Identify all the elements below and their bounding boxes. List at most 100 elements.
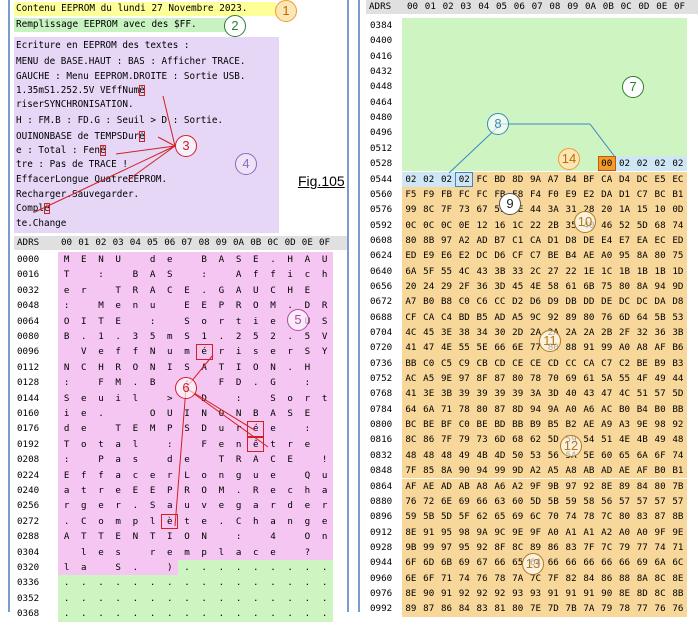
row-address: 0080 xyxy=(17,331,40,342)
row-address: 0128 xyxy=(17,377,40,389)
ascii-cell xyxy=(58,544,76,560)
ascii-cell: a xyxy=(109,436,127,453)
ascii-cell: n xyxy=(126,298,144,314)
ascii-cell: . xyxy=(178,590,196,607)
ascii-cell xyxy=(247,529,265,545)
hex-cell: D1 xyxy=(615,186,634,203)
ascii-cell: ) xyxy=(161,560,179,576)
ascii-cell: O xyxy=(144,406,162,422)
row-address: 0496 xyxy=(370,127,393,139)
text-line: 1.35mS1.252.5V VEffNumé xyxy=(16,85,145,96)
hex-cell: 8A xyxy=(633,248,652,264)
ascii-cell xyxy=(281,544,299,560)
ascii-cell: e xyxy=(212,436,230,453)
row-address: 0176 xyxy=(17,423,40,435)
ascii-cell: C xyxy=(264,282,282,299)
ascii-cell xyxy=(298,452,316,468)
column-header: 0A xyxy=(233,237,245,248)
ascii-cell: I xyxy=(178,406,196,422)
hex-cell: 73 xyxy=(455,202,474,218)
ascii-cell: o xyxy=(195,313,213,329)
ascii-cell: T xyxy=(109,282,127,299)
ascii-cell: U xyxy=(247,282,265,299)
ascii-cell: e xyxy=(75,390,93,406)
hex-cell: FC xyxy=(473,186,491,203)
ascii-cell: T xyxy=(212,359,230,376)
hex-cell: 24 xyxy=(419,278,438,295)
column-header: 00 xyxy=(61,237,73,248)
ascii-cell: M xyxy=(92,298,110,314)
row-address: 0192 xyxy=(17,438,40,450)
hex-cell: 46 xyxy=(597,217,616,233)
ascii-cell: D xyxy=(195,421,213,437)
ascii-cell: S xyxy=(161,267,179,283)
ascii-cell: e xyxy=(264,421,282,437)
ascii-cell: N xyxy=(126,529,144,545)
ascii-cell: . xyxy=(281,329,299,345)
column-header: 0F xyxy=(319,237,331,248)
ascii-cell: O xyxy=(298,529,316,545)
column-header: 0D xyxy=(284,237,296,248)
ascii-cell: . xyxy=(298,560,316,576)
callout-marker-3: 3 xyxy=(175,135,197,157)
empty-row xyxy=(402,48,687,65)
ascii-cell: i xyxy=(281,267,299,283)
ascii-cell: e xyxy=(75,406,93,422)
hex-cell: 67 xyxy=(473,202,491,218)
ascii-cell: f xyxy=(264,267,282,283)
hex-cell: E6 xyxy=(437,248,456,264)
text-line: Ecriture en EEPROM des textes : xyxy=(16,40,190,51)
ascii-cell: n xyxy=(281,513,299,530)
ascii-cell xyxy=(75,375,93,391)
hex-cell: C7 xyxy=(633,186,652,203)
row-address: 0464 xyxy=(370,96,393,108)
row-address: 0400 xyxy=(370,35,393,47)
dump-header-row xyxy=(14,236,347,250)
ascii-cell: s xyxy=(109,544,127,560)
ascii-cell: G xyxy=(212,282,230,299)
ascii-cell: l xyxy=(144,513,162,530)
ascii-cell xyxy=(316,544,334,560)
ascii-cell: d xyxy=(144,252,162,268)
ascii-cell: l xyxy=(212,544,230,560)
ascii-cell: A xyxy=(144,282,162,299)
column-header: 05 xyxy=(496,1,508,12)
ascii-cell: S xyxy=(144,498,162,514)
ascii-cell: f xyxy=(126,344,144,360)
ascii-cell: A xyxy=(247,452,265,468)
ascii-cell xyxy=(144,436,162,453)
ascii-cell: d xyxy=(161,452,179,468)
ascii-cell: S xyxy=(298,344,316,360)
ascii-cell xyxy=(316,375,334,391)
ascii-cell: N xyxy=(144,344,162,360)
ascii-cell xyxy=(281,375,299,391)
hex-cell: ED xyxy=(402,248,420,264)
hex-cell: AE xyxy=(580,248,598,264)
ascii-cell: m xyxy=(178,344,196,360)
ascii-cell: P xyxy=(212,298,230,314)
hex-cell: 43 xyxy=(473,263,491,279)
ascii-cell: F xyxy=(212,375,230,391)
eeprom-date-title: Contenu EEPROM du lundi 27 Novembre 2023… xyxy=(14,2,276,16)
ascii-cell: . xyxy=(195,575,213,591)
ascii-cell: P xyxy=(92,452,110,468)
row-address: 0016 xyxy=(17,269,40,281)
ascii-cell: . xyxy=(75,329,93,345)
ascii-cell xyxy=(212,390,230,406)
hex-cell: 1C xyxy=(508,217,527,233)
ascii-cell: è xyxy=(161,513,179,530)
ascii-cell: m xyxy=(178,544,196,560)
ascii-cell: V xyxy=(316,329,334,345)
column-header: 0C xyxy=(267,237,279,248)
hex-cell: 02 xyxy=(437,171,456,187)
ascii-cell: E xyxy=(281,452,299,468)
hex-cell: 22 xyxy=(526,217,545,233)
ascii-cell: E xyxy=(195,298,213,314)
ascii-cell: l xyxy=(126,436,144,453)
hex-cell: EC xyxy=(651,232,669,249)
ascii-cell: S xyxy=(58,390,76,406)
hex-cell: DC xyxy=(633,171,652,187)
ascii-cell: a xyxy=(161,498,179,514)
hex-cell: 1B xyxy=(651,263,669,279)
column-header: 09 xyxy=(567,1,579,12)
